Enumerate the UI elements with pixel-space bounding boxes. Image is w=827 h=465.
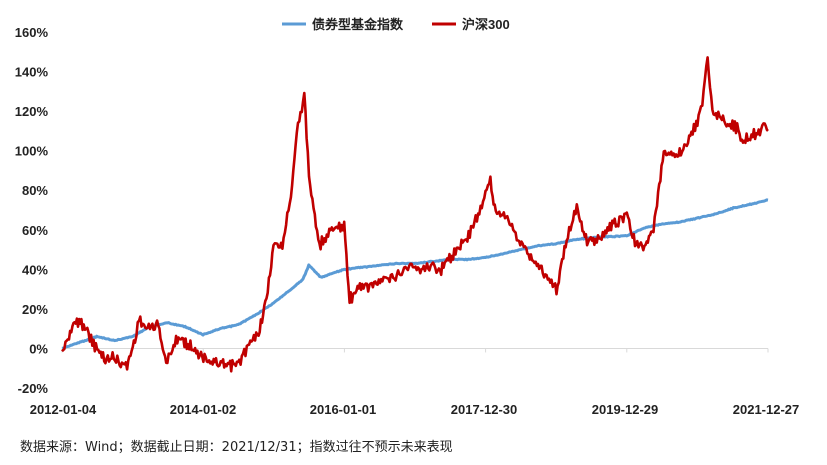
y-tick-label: 160% bbox=[15, 25, 49, 40]
y-tick-label: 80% bbox=[22, 183, 48, 198]
x-tick-label: 2019-12-29 bbox=[592, 402, 659, 417]
source-note: 数据来源：Wind；数据截止日期：2021/12/31；指数过往不预示未来表现 bbox=[20, 440, 453, 455]
x-tick-label: 2014-01-02 bbox=[170, 402, 237, 417]
y-tick-label: 20% bbox=[22, 302, 48, 317]
series-line bbox=[61, 56, 769, 373]
x-tick-label: 2012-01-04 bbox=[30, 402, 97, 417]
y-tick-label: 40% bbox=[22, 262, 48, 277]
y-tick-label: -20% bbox=[18, 381, 49, 396]
legend-label: 债券型基金指数 bbox=[312, 17, 404, 32]
y-tick-label: 60% bbox=[22, 223, 48, 238]
line-chart: -20% 0% 20% 40% 60% 80% 100% 120% 140% 160% 2012-0… bbox=[15, 17, 800, 417]
series-line bbox=[61, 198, 769, 350]
y-tick-label: 100% bbox=[15, 144, 49, 159]
legend-label: 沪深300 bbox=[462, 17, 510, 32]
y-tick-label: 140% bbox=[15, 65, 49, 80]
x-tick-label: 2017-12-30 bbox=[451, 402, 518, 417]
y-tick-label: 120% bbox=[15, 104, 49, 119]
x-tick-label: 2021-12-27 bbox=[733, 402, 800, 417]
x-tick-label: 2016-01-01 bbox=[310, 402, 377, 417]
y-tick-label: 0% bbox=[29, 341, 48, 356]
